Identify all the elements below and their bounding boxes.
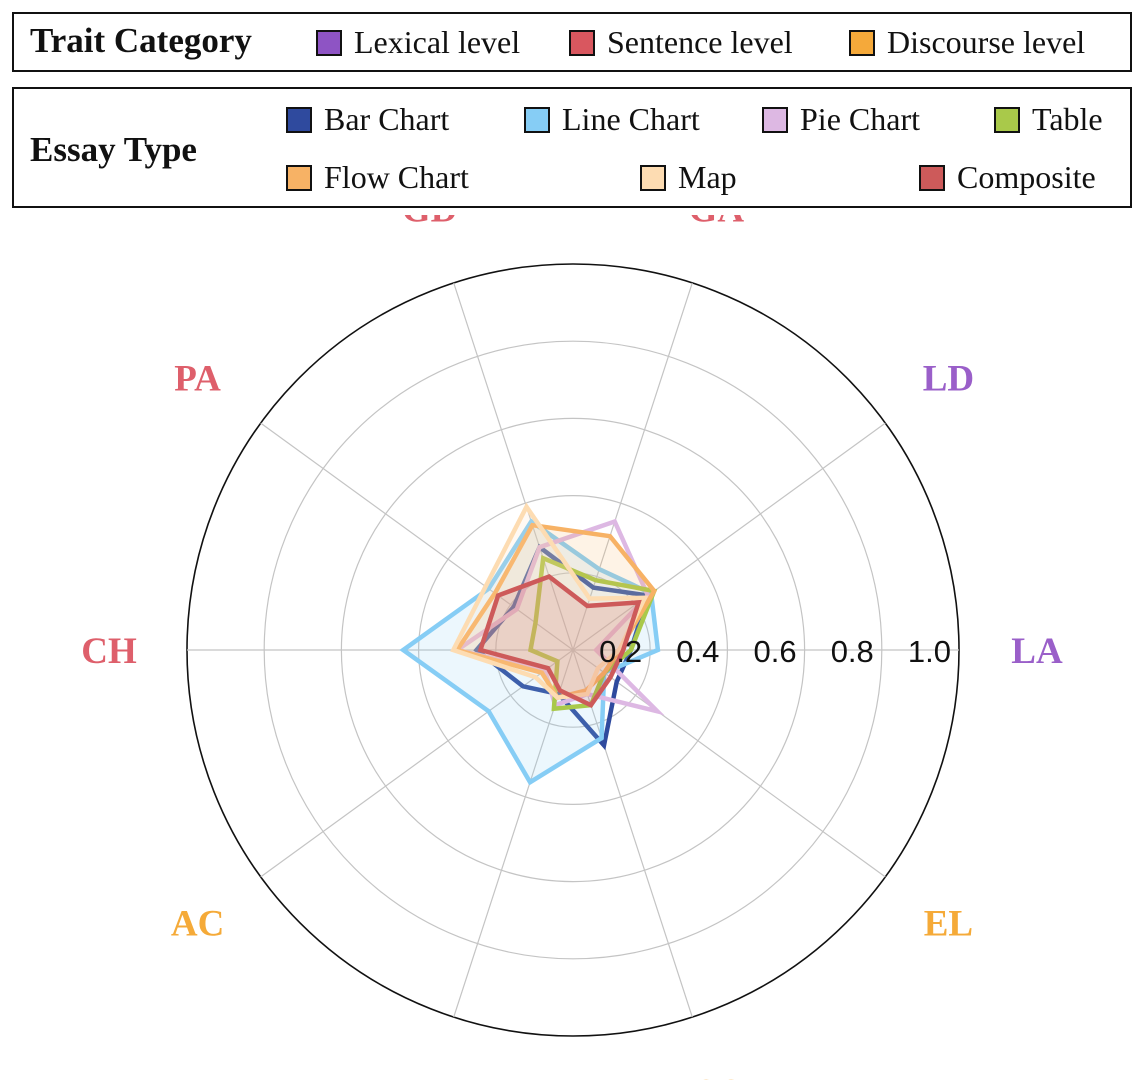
grid-spoke [260, 649, 574, 878]
legend-label-bar-chart: Bar Chart [324, 101, 450, 137]
axis-label-ch: CH [81, 631, 137, 672]
bar-chart-swatch-icon [286, 106, 312, 133]
radial-tick-label: 0.4 [676, 634, 719, 669]
legend-item-bar-chart: Bar Chart [286, 101, 449, 138]
axis-label-gd: GD [402, 215, 458, 231]
grid-spoke [453, 649, 574, 1018]
legend-label-lexical: Lexical level [354, 24, 521, 60]
axis-label-ga: GA [689, 215, 745, 231]
legend-item-discourse: Discourse level [849, 24, 1085, 61]
axis-label-la: LA [1011, 631, 1063, 672]
axis-label-ld: LD [923, 358, 974, 399]
radial-tick-label: 0.2 [599, 634, 642, 669]
legend-label-pie-chart: Pie Chart [800, 101, 920, 137]
radar-chart: 0.2 0.4 0.6 0.8 1.0 LA LD GA GD PA CH AC JP OS EL [81, 215, 1063, 1080]
grid-spoke [572, 649, 886, 878]
trait-legend-title: Trait Category [30, 21, 252, 60]
grid-spoke [572, 649, 693, 1018]
legend-item-table: Table [994, 101, 1103, 138]
radar-series [399, 502, 665, 786]
axis-label-pa: PA [174, 358, 221, 399]
essay-type-legend: Essay Type Bar Chart Line Chart Pie Char… [12, 87, 1132, 208]
radial-tick-label: 0.8 [831, 634, 874, 669]
radial-tick-label: 0.6 [753, 634, 796, 669]
legend-label-table: Table [1032, 101, 1103, 137]
trait-category-legend: Trait Category Lexical level Sentence le… [12, 12, 1132, 72]
composite-swatch-icon [919, 164, 945, 191]
series-map [450, 502, 649, 701]
grid-spoke [453, 282, 574, 651]
radar-grid [186, 263, 960, 1037]
sentence-swatch-icon [569, 29, 595, 56]
legend-item-pie-chart: Pie Chart [762, 101, 920, 138]
legend-item-line-chart: Line Chart [524, 101, 700, 138]
flow-chart-swatch-icon [286, 164, 312, 191]
series-table [527, 554, 658, 712]
legend-item-composite: Composite [919, 159, 1096, 196]
series-bar-chart [473, 543, 651, 751]
legend-label-composite: Composite [957, 159, 1096, 195]
line-chart-swatch-icon [524, 106, 550, 133]
table-swatch-icon [994, 106, 1020, 133]
pie-chart-swatch-icon [762, 106, 788, 133]
radar-labels: 0.2 0.4 0.6 0.8 1.0 LA LD GA GD PA CH AC JP OS EL [81, 215, 1063, 1080]
axis-label-os: OS [692, 1072, 741, 1080]
grid-spoke [260, 422, 574, 651]
axis-label-el: EL [924, 904, 973, 945]
radial-tick-label: 1.0 [908, 634, 951, 669]
map-swatch-icon [640, 164, 666, 191]
series-composite [477, 574, 642, 708]
lexical-swatch-icon [316, 29, 342, 56]
legend-item-flow-chart: Flow Chart [286, 159, 469, 196]
legend-label-line-chart: Line Chart [562, 101, 700, 137]
axis-label-ac: AC [171, 904, 224, 945]
legend-label-flow-chart: Flow Chart [324, 159, 469, 195]
legend-item-map: Map [640, 159, 737, 196]
legend-item-lexical: Lexical level [316, 24, 520, 61]
legend-label-sentence: Sentence level [607, 24, 793, 60]
legend-item-sentence: Sentence level [569, 24, 793, 61]
grid-spoke [572, 422, 886, 651]
axis-label-jp: JP [409, 1072, 450, 1080]
legend-label-discourse: Discourse level [887, 24, 1086, 60]
discourse-swatch-icon [849, 29, 875, 56]
type-legend-title: Essay Type [30, 130, 197, 169]
legend-label-map: Map [678, 159, 737, 195]
